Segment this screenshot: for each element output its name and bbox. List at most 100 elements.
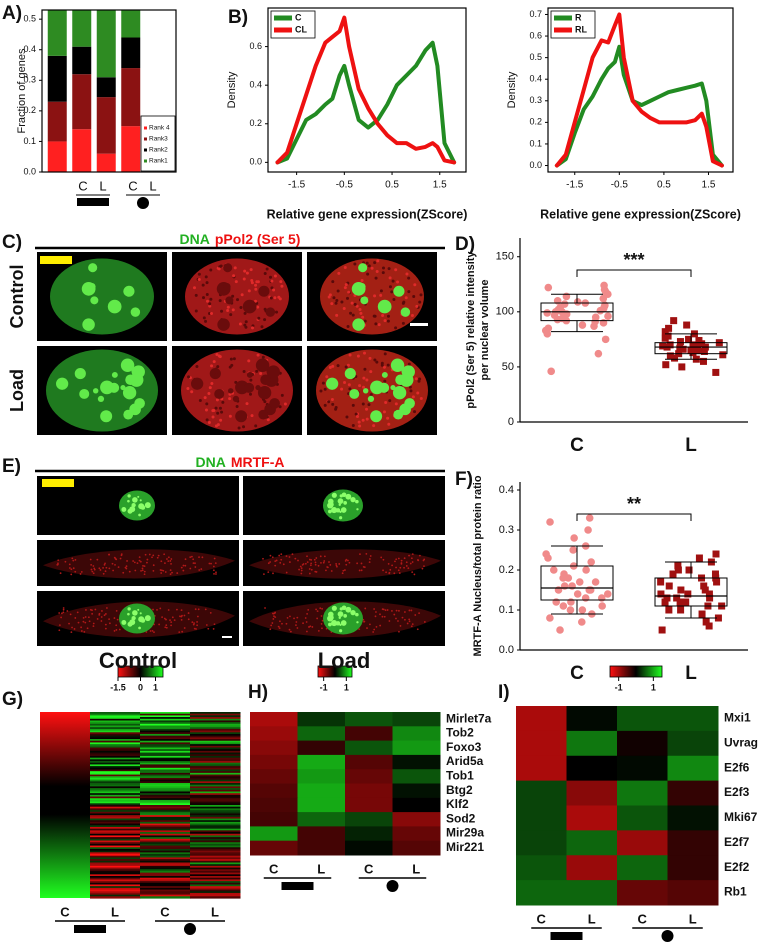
- heatmap-texture: [190, 833, 241, 837]
- heatmap-texture: [140, 803, 191, 806]
- mrtf-speckle: [166, 558, 168, 560]
- nuclear-speckle: [355, 415, 359, 419]
- y-tick-label: 0: [508, 416, 514, 428]
- heatmap-texture: [90, 784, 141, 787]
- mrtf-speckle: [140, 569, 142, 572]
- nuclear-speckle: [365, 417, 369, 421]
- nuclear-speckle: [366, 272, 370, 276]
- chromocenter: [339, 629, 343, 633]
- chromocenter: [123, 409, 134, 420]
- mrtf-speckle: [207, 627, 210, 630]
- legend-swatch: [144, 137, 147, 141]
- heatmap-texture: [190, 750, 241, 754]
- heatmap-texture: [190, 712, 241, 715]
- data-point: [570, 534, 578, 542]
- nuclear-speckle: [323, 403, 327, 407]
- data-point: [591, 313, 600, 322]
- mrtf-speckle: [102, 572, 105, 575]
- mrtf-speckle: [408, 618, 411, 621]
- mrtf-speckle: [165, 626, 168, 629]
- mrtf-speckle: [167, 556, 170, 559]
- heatmap-texture: [140, 772, 191, 776]
- mrtf-speckle: [267, 562, 270, 565]
- x-category-label: L: [689, 911, 697, 926]
- heatmap-texture: [90, 815, 141, 818]
- mrtf-speckle: [306, 612, 309, 615]
- row-label: Mxi1: [724, 711, 751, 725]
- heatmap-cell: [617, 706, 668, 732]
- heatmap-texture: [190, 796, 241, 799]
- nuclear-speckle: [347, 290, 351, 294]
- heatmap-texture: [140, 798, 191, 801]
- chromocenter: [265, 307, 276, 317]
- y-tick-label: 0.6: [529, 30, 542, 40]
- data-point: [671, 354, 679, 362]
- chromocenter: [356, 621, 359, 624]
- chromocenter: [120, 385, 126, 391]
- heatmap-cell: [345, 740, 393, 756]
- data-point: [712, 550, 720, 558]
- data-point: [585, 586, 594, 594]
- mrtf-speckle: [204, 608, 207, 611]
- nuclear-speckle: [217, 354, 221, 358]
- nuclear-speckle: [394, 402, 398, 406]
- nuclear-speckle: [186, 386, 190, 390]
- chromocenter: [390, 385, 396, 391]
- mrtf-speckle: [309, 564, 312, 567]
- heatmap-texture: [140, 816, 191, 820]
- data-point: [658, 626, 666, 634]
- x-category-label: C: [364, 861, 374, 876]
- stain-name: MRTF-A: [231, 454, 285, 470]
- mrtf-speckle: [320, 623, 323, 625]
- mrtf-speckle: [152, 554, 155, 557]
- data-point: [685, 566, 693, 574]
- nuclear-speckle: [231, 294, 235, 298]
- mrtf-speckle: [170, 621, 173, 624]
- mrtf-speckle: [167, 609, 170, 611]
- x-tick-label: 1.5: [702, 180, 716, 191]
- nuclear-speckle: [348, 353, 352, 357]
- chromocenter: [246, 371, 253, 378]
- y-axis-label: Density: [226, 71, 238, 108]
- heatmap-cell: [250, 812, 298, 827]
- mrtf-speckle: [410, 557, 413, 560]
- panel-label: E): [2, 456, 21, 477]
- nuclear-speckle: [408, 385, 412, 389]
- mrtf-speckle: [88, 620, 91, 623]
- heatmap-cell: [392, 783, 441, 799]
- mrtf-speckle: [360, 569, 363, 572]
- chromocenter: [127, 622, 131, 626]
- chromocenter: [144, 615, 151, 622]
- heatmap-texture: [190, 820, 241, 823]
- heatmap-texture: [90, 799, 141, 803]
- heatmap-texture: [190, 747, 241, 750]
- chromocenter: [377, 299, 392, 314]
- nuclear-speckle: [379, 293, 383, 297]
- nuclear-speckle: [396, 280, 400, 284]
- chromocenter: [138, 513, 141, 517]
- nuclear-speckle: [214, 424, 218, 428]
- chromocenter: [338, 616, 341, 619]
- legend-box: [550, 10, 596, 39]
- mrtf-speckle: [125, 567, 128, 570]
- mrtf-speckle: [108, 618, 111, 621]
- nuclear-speckle: [206, 299, 210, 303]
- data-point: [542, 550, 550, 558]
- mrtf-speckle: [192, 558, 195, 561]
- heatmap-cell: [566, 880, 618, 906]
- nuclear-speckle: [270, 286, 274, 290]
- stain-name: DNA: [180, 231, 210, 247]
- nuclear-speckle: [272, 288, 276, 292]
- heatmap-texture: [140, 796, 191, 799]
- mrtf-speckle: [405, 561, 408, 564]
- data-point: [581, 594, 590, 602]
- heatmap-texture: [90, 879, 141, 882]
- data-point: [659, 342, 667, 350]
- nuclear-speckle: [374, 322, 378, 326]
- heatmap-texture: [90, 769, 141, 772]
- heatmap-cell: [667, 880, 719, 906]
- nuclear-speckle: [343, 265, 347, 269]
- heatmap-texture: [90, 891, 141, 894]
- mrtf-speckle: [278, 627, 281, 630]
- nuclear-speckle: [220, 309, 224, 313]
